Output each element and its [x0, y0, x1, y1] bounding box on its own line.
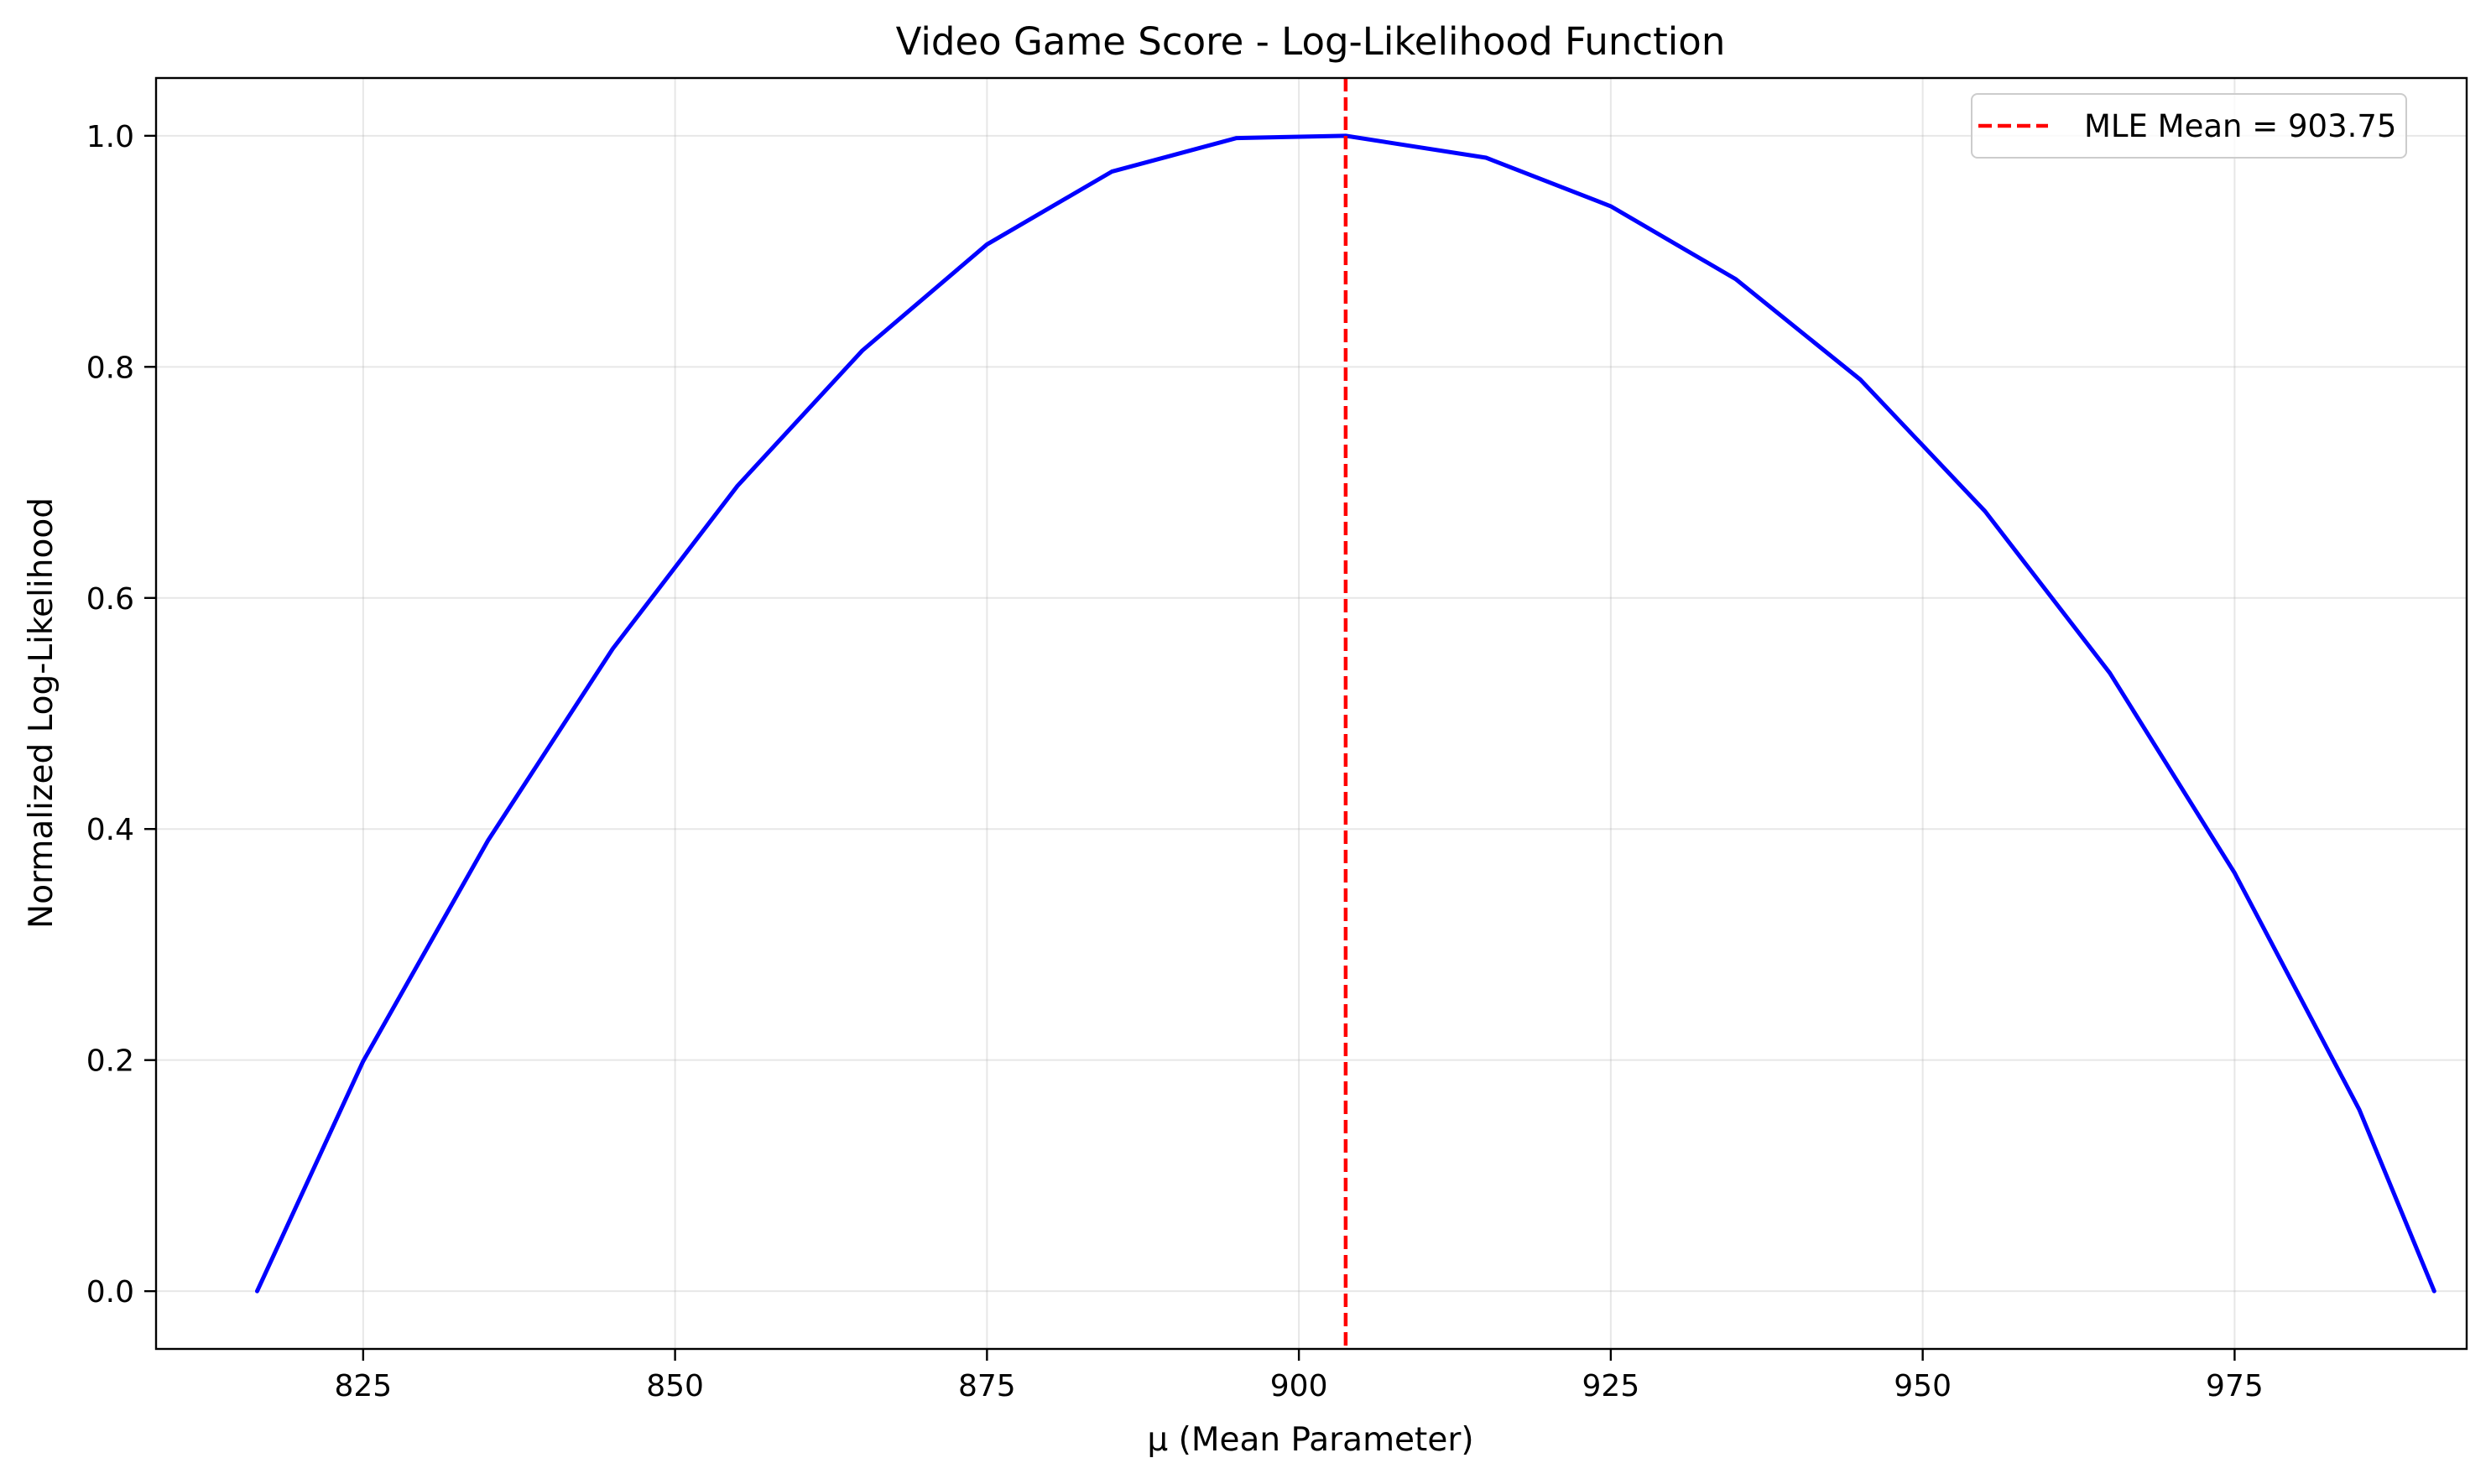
x-tick-label: 950	[1894, 1369, 1952, 1403]
y-tick-label: 0.4	[86, 813, 134, 847]
x-tick-label: 900	[1270, 1369, 1328, 1403]
x-tick-label: 850	[646, 1369, 704, 1403]
legend-label-mle-mean: MLE Mean = 903.75	[2084, 108, 2396, 144]
y-tick-label: 0.2	[86, 1044, 134, 1079]
y-axis: 0.0 0.2 0.4 0.6 0.8 1.0	[86, 120, 156, 1310]
y-axis-label: Normalized Log-Likelihood	[23, 497, 60, 929]
x-tick-label: 925	[1582, 1369, 1640, 1403]
plot-series	[255, 133, 2436, 1294]
y-tick-label: 0.8	[86, 351, 134, 385]
y-tick-label: 0.6	[86, 582, 134, 617]
legend-box	[1971, 93, 2407, 159]
chart-title: Video Game Score - Log-Likelihood Functi…	[896, 19, 1726, 64]
x-axis: 825 850 875 900 925 950 975	[334, 1349, 2264, 1403]
series-line-log-likelihood	[255, 133, 2436, 1294]
y-tick-label: 0.0	[86, 1275, 134, 1310]
x-tick-label: 975	[2206, 1369, 2264, 1403]
x-tick-label: 825	[334, 1369, 392, 1403]
x-tick-label: 875	[958, 1369, 1016, 1403]
plot-area-frame	[154, 76, 2468, 1351]
y-tick-label: 1.0	[86, 120, 134, 154]
x-axis-label: μ (Mean Parameter)	[1147, 1421, 1473, 1459]
legend: MLE Mean = 903.75	[1971, 93, 2407, 159]
